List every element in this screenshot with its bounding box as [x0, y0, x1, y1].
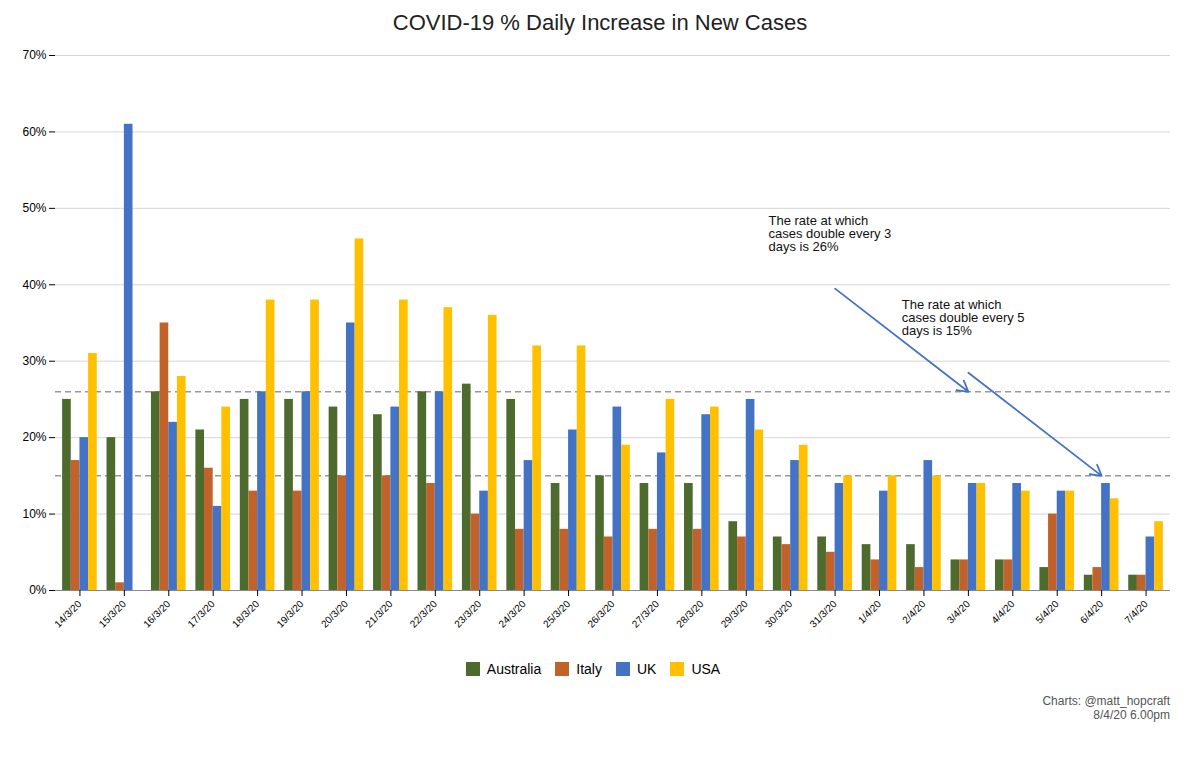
svg-text:5/4/20: 5/4/20: [1033, 598, 1061, 626]
svg-text:6/4/20: 6/4/20: [1078, 598, 1106, 626]
svg-text:The rate at whichcases double: The rate at whichcases double every 3day…: [768, 213, 891, 254]
svg-text:15/3/20: 15/3/20: [97, 598, 129, 630]
svg-text:27/3/20: 27/3/20: [630, 598, 662, 630]
svg-text:24/3/20: 24/3/20: [496, 598, 528, 630]
html-text:Charts: @matt_hopcraft 8/4/20: Charts: @matt_hopcraft 8/4/20 6.00pm: [1042, 694, 1170, 722]
svg-text:0%: 0%: [29, 583, 47, 597]
html-text:COVID-19 % Daily Increase in N: COVID-19 % Daily Increase in New Cases: [392, 10, 808, 35]
svg-text:70%: 70%: [22, 48, 46, 62]
svg-text:50%: 50%: [22, 201, 46, 215]
svg-text:21/3/20: 21/3/20: [363, 598, 395, 630]
svg-text:30%: 30%: [22, 354, 46, 368]
svg-text:19/3/20: 19/3/20: [274, 598, 306, 630]
svg-text:23/3/20: 23/3/20: [452, 598, 484, 630]
svg-text:10%: 10%: [22, 507, 46, 521]
svg-text:28/3/20: 28/3/20: [674, 598, 706, 630]
html-text:Australia: Australia: [486, 660, 542, 677]
svg-text:7/4/20: 7/4/20: [1122, 598, 1150, 626]
svg-text:16/3/20: 16/3/20: [141, 598, 173, 630]
svg-text:20%: 20%: [22, 430, 46, 444]
svg-text:The rate at whichcases double: The rate at whichcases double every 5day…: [902, 297, 1025, 338]
svg-text:26/3/20: 26/3/20: [585, 598, 617, 630]
svg-text:20/3/20: 20/3/20: [319, 598, 351, 630]
svg-text:25/3/20: 25/3/20: [541, 598, 573, 630]
svg-text:30/3/20: 30/3/20: [763, 598, 795, 630]
svg-text:3/4/20: 3/4/20: [945, 598, 973, 626]
html-text:Italy: Italy: [576, 660, 602, 677]
svg-text:1/4/20: 1/4/20: [856, 598, 884, 626]
svg-text:31/3/20: 31/3/20: [807, 598, 839, 630]
svg-text:40%: 40%: [22, 278, 46, 292]
svg-text:22/3/20: 22/3/20: [408, 598, 440, 630]
svg-text:14/3/20: 14/3/20: [52, 598, 84, 630]
html-text:USA: USA: [691, 660, 721, 677]
svg-text:18/3/20: 18/3/20: [230, 598, 262, 630]
svg-text:4/4/20: 4/4/20: [989, 598, 1017, 626]
svg-text:29/3/20: 29/3/20: [719, 598, 751, 630]
svg-text:2/4/20: 2/4/20: [900, 598, 928, 626]
html-text:UK: UK: [637, 660, 657, 677]
svg-text:60%: 60%: [22, 125, 46, 139]
svg-text:17/3/20: 17/3/20: [185, 598, 217, 630]
